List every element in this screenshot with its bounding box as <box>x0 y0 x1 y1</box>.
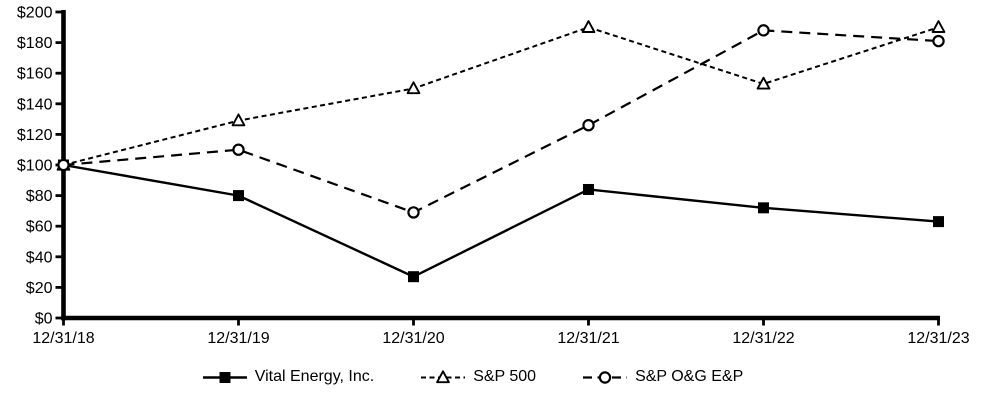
y-tick-label: $140 <box>17 96 53 113</box>
y-tick-label: $160 <box>17 66 53 83</box>
legend-label-sp-og-ep: S&P O&G E&P <box>635 368 744 385</box>
legend-item-vital-energy: Vital Energy, Inc. <box>202 368 374 386</box>
open-circle-line-icon <box>583 370 628 384</box>
y-tick-label: $180 <box>17 35 53 52</box>
x-tick-label: 12/31/21 <box>557 330 619 347</box>
legend-item-sp-500: S&P 500 <box>420 368 536 386</box>
y-tick-label: $100 <box>17 158 53 175</box>
chart-legend: Vital Energy, Inc. S&P 500 S&P O&G E&P <box>0 368 985 386</box>
series-sp-500 <box>56 20 946 171</box>
y-axis: $0 $20 $40 $60 $80 $100 $120 $140 $160 $180 $200 <box>17 5 66 328</box>
x-tick-label: 12/31/22 <box>732 330 794 347</box>
plot-area: $0 $20 $40 $60 $80 $100 $120 $140 $160 $180 $200 12… <box>17 5 970 348</box>
x-axis: 12/31/18 12/31/19 12/31/20 12/31/21 12/31/22… <box>32 315 970 347</box>
y-tick-label: $20 <box>26 280 53 297</box>
y-tick-label: $0 <box>35 311 53 328</box>
y-tick-label: $120 <box>17 127 53 144</box>
x-tick-label: 12/31/18 <box>32 330 94 347</box>
filled-square-line-icon <box>202 371 247 383</box>
legend-label-vital-energy: Vital Energy, Inc. <box>254 368 375 385</box>
series-vital-energy <box>58 159 944 283</box>
x-tick-label: 12/31/20 <box>382 330 444 347</box>
y-tick-label: $40 <box>26 249 53 266</box>
y-tick-label: $200 <box>17 5 53 22</box>
y-tick-label: $80 <box>26 188 53 205</box>
series-sp-og-ep <box>57 24 945 219</box>
legend-label-sp-500: S&P 500 <box>473 368 537 385</box>
y-tick-label: $60 <box>26 219 53 236</box>
x-tick-label: 12/31/19 <box>207 330 269 347</box>
x-tick-label: 12/31/23 <box>907 330 969 347</box>
open-triangle-line-icon <box>421 369 466 383</box>
legend-item-sp-og-ep: S&P O&G E&P <box>582 368 743 386</box>
